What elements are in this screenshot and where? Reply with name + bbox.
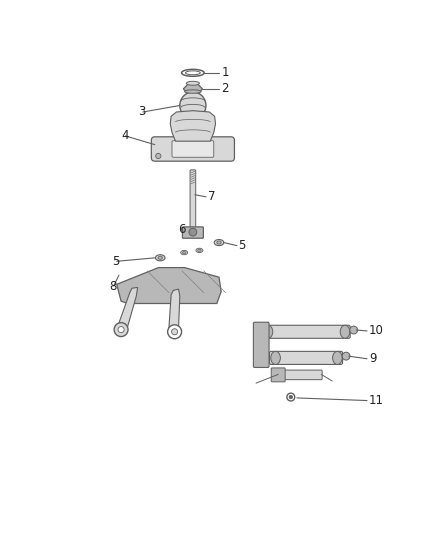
Circle shape [114,322,128,336]
Polygon shape [169,289,180,331]
Text: 1: 1 [221,66,229,79]
Polygon shape [187,116,199,120]
Circle shape [118,327,124,333]
Ellipse shape [198,249,201,252]
Circle shape [172,329,178,335]
Text: 5: 5 [113,255,120,268]
Polygon shape [170,111,215,141]
FancyBboxPatch shape [151,137,234,161]
FancyBboxPatch shape [183,227,203,238]
Circle shape [168,325,182,339]
Text: 9: 9 [369,352,377,365]
Ellipse shape [155,255,165,261]
FancyBboxPatch shape [253,322,269,367]
FancyBboxPatch shape [279,370,322,379]
Ellipse shape [186,82,199,85]
Text: 3: 3 [138,106,146,118]
Ellipse shape [196,248,203,253]
Text: 10: 10 [369,325,384,337]
Ellipse shape [181,251,187,255]
Ellipse shape [158,256,162,260]
Text: 6: 6 [178,223,185,236]
FancyBboxPatch shape [269,351,343,365]
Ellipse shape [180,92,206,119]
Polygon shape [119,287,138,329]
Ellipse shape [217,241,221,244]
Text: 5: 5 [239,239,246,252]
Ellipse shape [263,325,273,338]
Text: 2: 2 [221,83,229,95]
FancyBboxPatch shape [271,368,285,382]
Circle shape [155,154,161,158]
Ellipse shape [214,239,224,246]
Text: 7: 7 [208,190,215,204]
Circle shape [189,228,197,236]
Text: 11: 11 [369,394,384,407]
Circle shape [342,352,350,360]
FancyBboxPatch shape [262,325,350,338]
Ellipse shape [185,90,201,93]
Polygon shape [184,84,202,94]
Ellipse shape [340,325,350,338]
Ellipse shape [332,351,342,365]
Ellipse shape [271,351,280,365]
Text: 8: 8 [110,280,117,293]
FancyBboxPatch shape [190,170,196,230]
Polygon shape [117,268,221,303]
Text: 4: 4 [121,130,129,142]
FancyBboxPatch shape [172,141,214,157]
Circle shape [350,326,357,334]
Ellipse shape [183,252,186,254]
Circle shape [289,395,293,399]
